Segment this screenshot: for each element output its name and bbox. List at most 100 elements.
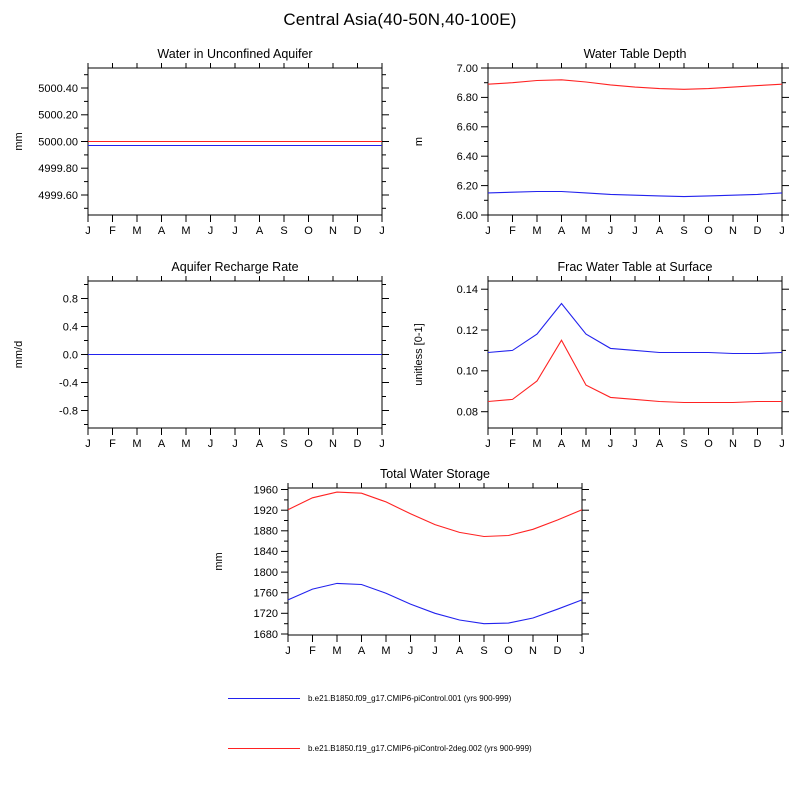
series-line-red (287, 491, 583, 538)
y-tick-label: 6.80 (457, 92, 478, 104)
x-tick-label: M (532, 438, 541, 450)
x-tick-label: D (354, 438, 362, 450)
x-tick-label: J (85, 225, 91, 237)
x-tick-label: J (285, 645, 291, 657)
chart-title: Aquifer Recharge Rate (171, 260, 298, 274)
y-tick-label: 5000.40 (38, 83, 78, 95)
x-tick-label: A (558, 438, 566, 450)
y-tick-label: 0.8 (63, 293, 78, 305)
x-tick-label: N (329, 225, 337, 237)
x-tick-label: F (109, 225, 116, 237)
x-tick-label: D (754, 225, 762, 237)
plot-frame (487, 280, 783, 429)
x-tick-label: J (232, 225, 238, 237)
chart-water-in-unconfined-aquifer: Water in Unconfined Aquifer mm 4999.60 4999… (13, 47, 389, 237)
y-tick-label: 6.00 (457, 210, 478, 222)
x-tick-label: O (304, 438, 313, 450)
x-tick-label: A (256, 225, 264, 237)
y-tick-label: 0.12 (457, 325, 478, 337)
x-tick-label: F (509, 438, 516, 450)
x-tick-label: A (656, 225, 664, 237)
figure-title: Central Asia(40-50N,40-100E) (283, 10, 517, 29)
chart-title: Total Water Storage (380, 467, 490, 481)
x-tick-label: J (432, 645, 438, 657)
y-tick-label: 0.0 (63, 349, 78, 361)
x-tick-label: M (132, 438, 141, 450)
x-tick-label: D (754, 438, 762, 450)
x-tick-label: J (632, 438, 638, 450)
series-line-blue (287, 582, 583, 625)
x-tick-label: J (779, 225, 785, 237)
x-tick-label: J (208, 225, 214, 237)
x-tick-label: A (358, 645, 366, 657)
y-tick-label: 1880 (254, 526, 278, 538)
x-tick-label: M (532, 225, 541, 237)
x-tick-label: M (381, 645, 390, 657)
legend-item-run1: b.e21.B1850.f09_g17.CMIP6-piControl.001 … (228, 694, 511, 703)
x-tick-label: F (109, 438, 116, 450)
x-tick-label: J (208, 438, 214, 450)
plot-frame (487, 67, 783, 216)
y-tick-label: 1720 (254, 608, 278, 620)
y-tick-label: -0.4 (59, 377, 78, 389)
x-tick-label: J (379, 225, 385, 237)
chart-title: Water in Unconfined Aquifer (157, 47, 312, 61)
x-tick-label: F (309, 645, 316, 657)
y-tick-label: 6.20 (457, 180, 478, 192)
chart-total-water-storage: Total Water Storage mm 1680 1720 1760 1800 184… (213, 467, 589, 657)
series-line-red (487, 79, 783, 90)
x-tick-label: J (579, 645, 585, 657)
y-axis-label: mm (13, 132, 25, 150)
y-tick-label: 5000.00 (38, 136, 78, 148)
y-tick-label: 7.00 (457, 63, 478, 75)
x-tick-label: A (558, 225, 566, 237)
x-tick-label: J (779, 438, 785, 450)
x-tick-label: M (332, 645, 341, 657)
chart-frac-water-table-at-surface: Frac Water Table at Surface unitless [0-1… (413, 260, 789, 450)
legend-label-run2: b.e21.B1850.f19_g17.CMIP6-piControl-2deg… (308, 744, 532, 753)
y-tick-label: 0.10 (457, 366, 478, 378)
x-tick-label: A (656, 438, 664, 450)
y-tick-label: -0.8 (59, 405, 78, 417)
y-tick-label: 0.14 (457, 284, 478, 296)
x-tick-label: S (280, 225, 287, 237)
y-tick-label: 0.4 (63, 321, 78, 333)
x-tick-label: J (485, 438, 491, 450)
x-tick-label: J (379, 438, 385, 450)
x-tick-label: A (256, 438, 264, 450)
y-tick-label: 1760 (254, 588, 278, 600)
x-tick-label: S (280, 438, 287, 450)
legend-line-blue (228, 698, 300, 699)
x-tick-label: S (680, 225, 687, 237)
y-tick-label: 6.40 (457, 151, 478, 163)
x-tick-label: N (729, 438, 737, 450)
x-tick-label: A (158, 225, 166, 237)
x-tick-label: M (581, 438, 590, 450)
y-axis-label: mm (213, 552, 225, 570)
x-tick-label: M (132, 225, 141, 237)
x-tick-label: J (632, 225, 638, 237)
x-tick-label: J (608, 225, 614, 237)
x-tick-label: M (581, 225, 590, 237)
y-axis-label: mm/d (13, 341, 25, 369)
chart-aquifer-recharge-rate: Aquifer Recharge Rate mm/d -0.8 -0.4 0.0 0.4 0… (13, 260, 389, 450)
x-tick-label: N (729, 225, 737, 237)
series-line-blue (487, 190, 783, 198)
x-tick-label: N (329, 438, 337, 450)
x-tick-label: D (554, 645, 562, 657)
chart-water-table-depth: Water Table Depth m 6.00 6.20 6.40 6.60 6.80 7.… (413, 47, 789, 237)
y-tick-label: 1840 (254, 546, 278, 558)
x-tick-label: A (158, 438, 166, 450)
x-tick-label: J (608, 438, 614, 450)
y-tick-label: 1920 (254, 505, 278, 517)
y-tick-label: 0.08 (457, 407, 478, 419)
y-tick-label: 6.60 (457, 122, 478, 134)
series-line-red (487, 339, 782, 404)
legend-line-red (228, 748, 300, 749)
x-tick-label: J (408, 645, 414, 657)
y-tick-label: 1680 (254, 629, 278, 641)
x-tick-label: J (485, 225, 491, 237)
y-tick-label: 4999.60 (38, 190, 78, 202)
legend-item-run2: b.e21.B1850.f19_g17.CMIP6-piControl-2deg… (228, 744, 532, 753)
x-tick-label: M (181, 225, 190, 237)
